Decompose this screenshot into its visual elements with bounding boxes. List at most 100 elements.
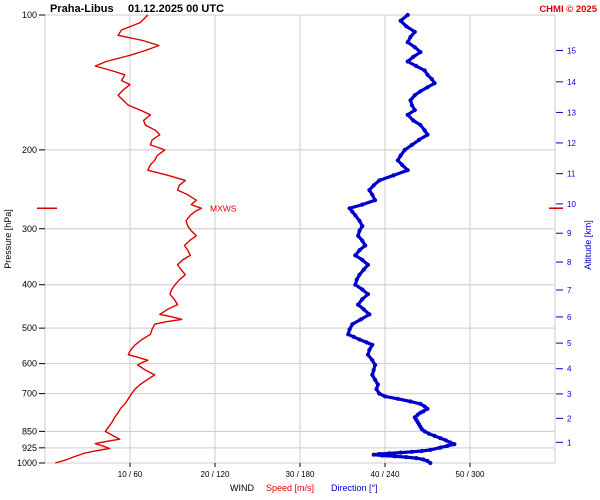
direction-series-point — [365, 292, 371, 297]
direction-series-point — [370, 342, 375, 347]
direction-series-point — [425, 406, 430, 411]
direction-series-point — [361, 307, 366, 312]
altitude-tick-label: 5 — [567, 339, 572, 348]
copyright-notice: CHMI © 2025 — [539, 4, 597, 15]
direction-series-point — [409, 103, 414, 108]
pressure-axis-label: Pressure [hPa] — [3, 209, 13, 269]
altitude-tick-label: 12 — [567, 139, 576, 148]
data-series — [55, 12, 457, 466]
altitude-axis-label: Altitude [km] — [583, 220, 593, 270]
mxws-label: MXWS — [210, 203, 237, 213]
direction-series-point — [360, 287, 365, 292]
direction-series-point — [404, 24, 409, 29]
direction-series-point — [443, 438, 448, 443]
direction-series-point — [373, 377, 378, 382]
direction-series-point — [418, 122, 423, 128]
pressure-tick-label: 400 — [22, 280, 37, 290]
x-tick-label: 20 / 120 — [201, 470, 230, 479]
pressure-tick-label: 600 — [22, 359, 37, 369]
direction-series-point — [371, 367, 376, 373]
direction-series-point — [357, 272, 362, 277]
direction-series-point — [357, 337, 362, 342]
direction-series-point — [412, 45, 417, 50]
x-tick-label: 40 / 240 — [371, 470, 400, 479]
x-tick-label: 10 / 60 — [118, 470, 143, 479]
direction-series-point — [387, 451, 392, 456]
direction-series-point — [405, 40, 410, 45]
direction-series-point — [432, 433, 437, 438]
direction-series-point — [416, 137, 422, 142]
pressure-tick-label: 500 — [22, 323, 37, 333]
direction-series-point — [370, 192, 375, 197]
direction-series-point — [414, 456, 419, 461]
direction-series-point — [392, 454, 397, 459]
altitude-tick-label: 2 — [567, 414, 572, 423]
direction-series-point — [395, 396, 400, 401]
direction-series-point — [409, 449, 414, 454]
direction-series-point — [419, 427, 424, 432]
direction-series-point — [422, 429, 427, 434]
direction-series-point — [438, 445, 443, 450]
direction-series-point — [452, 442, 457, 447]
direction-series-point — [350, 322, 355, 327]
direction-series-point — [357, 228, 362, 233]
direction-series-point — [412, 108, 417, 113]
direction-series-point — [365, 352, 371, 357]
direction-series-point — [356, 302, 361, 307]
direction-series-point — [414, 63, 419, 69]
altitude-tick-label: 13 — [567, 108, 576, 117]
pressure-tick-label: 1000 — [17, 458, 37, 468]
direction-series-point — [358, 317, 363, 322]
altitude-tick-label: 8 — [567, 258, 572, 267]
altitude-tick-label: 7 — [567, 286, 572, 295]
altitude-tick-label: 15 — [567, 46, 576, 55]
direction-series-point — [391, 173, 396, 178]
direction-series-point — [405, 168, 410, 173]
altitude-tick-label: 4 — [567, 365, 572, 374]
direction-series-point — [408, 34, 413, 40]
pressure-tick-label: 300 — [22, 224, 37, 234]
direction-series-point — [398, 18, 403, 23]
direction-series-point — [422, 128, 427, 133]
altitude-tick-label: 1 — [567, 438, 572, 447]
x-tick-label: 50 / 300 — [456, 470, 485, 479]
direction-series-point — [425, 85, 430, 90]
direction-series-point — [373, 362, 378, 367]
direction-series-point — [422, 68, 427, 73]
direction-series-point — [370, 372, 375, 377]
direction-series-point — [405, 112, 410, 117]
direction-series-point — [373, 198, 378, 203]
direction-series-point — [367, 347, 372, 352]
altitude-tick-label: 14 — [567, 78, 576, 87]
direction-series-point — [364, 340, 369, 345]
direction-series-point — [371, 183, 376, 188]
altitude-tick-label: 9 — [567, 229, 572, 238]
direction-series-point — [445, 443, 450, 448]
direction-series-point — [353, 282, 358, 287]
direction-series-point — [360, 224, 365, 229]
direction-series-point — [370, 358, 375, 363]
pressure-tick-label: 700 — [22, 389, 37, 399]
altitude-tick-label: 10 — [567, 200, 576, 209]
direction-series-point — [415, 412, 420, 417]
direction-series-point — [346, 332, 351, 337]
direction-series-point — [380, 453, 385, 458]
direction-series-point — [356, 233, 361, 238]
direction-series-point — [421, 457, 426, 462]
speed-series-line — [55, 14, 203, 464]
direction-series-point — [428, 460, 433, 466]
direction-series-point — [399, 162, 405, 167]
station-name: Praha-Libus — [50, 3, 114, 15]
direction-series-point — [360, 238, 365, 243]
direction-series-point — [367, 188, 372, 193]
direction-series-point — [360, 297, 365, 302]
direction-series-point — [398, 450, 403, 455]
direction-series-point — [411, 54, 416, 60]
altitude-tick-label: 11 — [567, 170, 576, 179]
direction-series-point — [412, 29, 417, 34]
direction-series-point — [408, 98, 413, 103]
direction-series-point — [353, 253, 358, 258]
direction-series-point — [353, 213, 358, 218]
